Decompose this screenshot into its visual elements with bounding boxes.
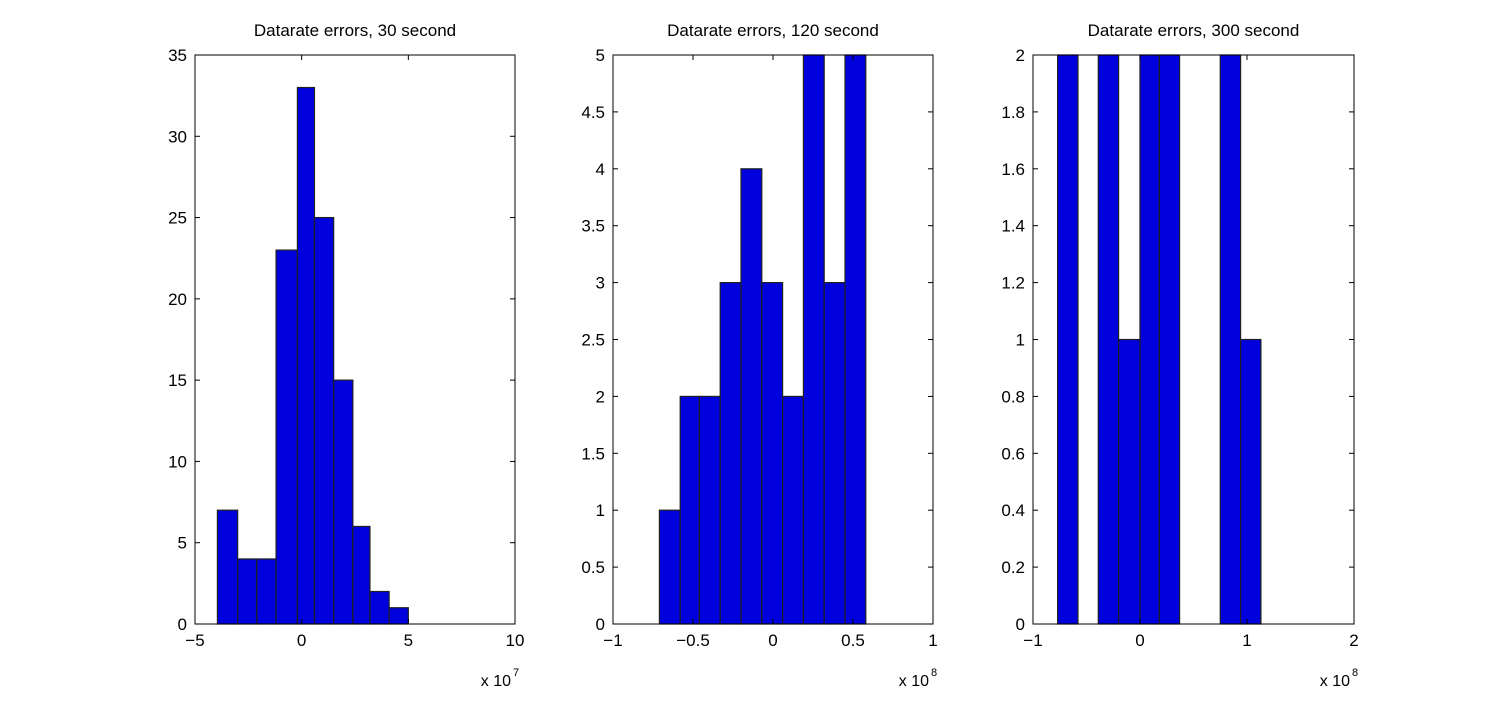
histogram-bar [679, 395, 701, 625]
y-tick-label: 1 [1016, 331, 1025, 350]
y-tick-label: 2.5 [581, 331, 605, 350]
y-tick-label: 5 [596, 46, 605, 65]
histogram-bar [313, 216, 335, 625]
y-tick-label: 10 [168, 452, 187, 471]
histogram-bar [719, 282, 742, 625]
histogram-bar [844, 54, 867, 625]
y-tick-label: 0.6 [1001, 444, 1025, 463]
y-tick-label: 0.8 [1001, 387, 1025, 406]
axes-frame [1032, 54, 1355, 625]
y-tick-label: 0.5 [581, 558, 605, 577]
chart-title: Datarate errors, 30 second [254, 21, 456, 40]
chart-title: Datarate errors, 120 second [667, 21, 879, 40]
y-tick-label: 1.8 [1001, 103, 1025, 122]
histogram-bar [237, 558, 258, 625]
x-tick-label: 0 [297, 631, 306, 650]
histogram-bar [216, 509, 239, 625]
axes-frame [194, 54, 516, 625]
x-tick-label: −1 [1023, 631, 1042, 650]
histogram-bar [369, 590, 390, 625]
histogram-bar [1158, 54, 1181, 625]
y-tick-label: 1.2 [1001, 274, 1025, 293]
x-tick-label: 2 [1349, 631, 1358, 650]
y-tick-label: 0 [178, 615, 187, 634]
histogram-panel-2: 0 0.5 1 1.5 2 2.5 3 3.5 4 4.5 5 −1 −0.5 0 0.5 1 Datarate… [581, 21, 937, 690]
histogram-bar [256, 558, 277, 625]
x-multiplier-exponent: 7 [513, 667, 519, 679]
y-tick-label: 0.4 [1001, 501, 1025, 520]
histogram-bar [333, 379, 354, 625]
histogram-bar [1057, 54, 1079, 625]
histogram-bar [698, 395, 721, 625]
histogram-bar [1239, 338, 1262, 625]
x-tick-label: −1 [603, 631, 622, 650]
histogram-bar [1117, 338, 1141, 625]
histogram-panel-3: 00.20.40.60.811.21.41.61.82−1 0 1 2Datarate… [1001, 21, 1358, 690]
x-tick-label: 1 [1242, 631, 1251, 650]
y-tick-label: 35 [168, 46, 187, 65]
histogram-bar [658, 509, 681, 625]
x-multiplier-exponent: 8 [931, 667, 937, 679]
x-multiplier-exponent: 8 [1352, 667, 1358, 679]
x-tick-label: 10 [506, 631, 525, 650]
histogram-bar [823, 282, 846, 625]
histogram-bar [296, 86, 316, 625]
y-tick-label: 4 [596, 160, 605, 179]
y-tick-label: 1.5 [581, 444, 605, 463]
y-tick-label: 30 [168, 127, 187, 146]
y-tick-label: 0 [1016, 615, 1025, 634]
y-tick-label: 5 [178, 534, 187, 553]
histogram-bar [352, 525, 371, 625]
histogram-bar [802, 54, 825, 625]
y-tick-label: 20 [168, 290, 187, 309]
y-tick-label: 1.6 [1001, 160, 1025, 179]
histogram-bar [781, 395, 804, 625]
y-tick-label: 0 [596, 615, 605, 634]
y-tick-label: 2 [596, 387, 605, 406]
x-tick-label: 5 [404, 631, 413, 650]
x-multiplier-label: x 10 [481, 673, 511, 690]
y-tick-label: 25 [168, 209, 187, 228]
x-multiplier-label: x 10 [899, 673, 929, 690]
y-tick-label: 1.4 [1001, 217, 1025, 236]
chart-title: Datarate errors, 300 second [1088, 21, 1300, 40]
y-tick-label: 0.2 [1001, 558, 1025, 577]
y-tick-label: 4.5 [581, 103, 605, 122]
y-tick-label: 1 [596, 501, 605, 520]
x-tick-label: 0 [768, 631, 777, 650]
x-tick-label: 0 [1135, 631, 1144, 650]
x-tick-label: 1 [928, 631, 937, 650]
y-tick-label: 3 [596, 274, 605, 293]
x-tick-label: 0.5 [841, 631, 865, 650]
x-tick-label: −5 [185, 631, 204, 650]
histogram-bar [1219, 54, 1242, 625]
histogram-bar [740, 168, 763, 625]
y-tick-label: 3.5 [581, 217, 605, 236]
x-multiplier-label: x 10 [1320, 673, 1350, 690]
y-tick-label: 2 [1016, 46, 1025, 65]
histogram-bar [388, 607, 409, 625]
x-tick-label: −0.5 [676, 631, 710, 650]
histogram-bar [1139, 54, 1160, 625]
histogram-bar [761, 282, 784, 625]
histogram-bar [275, 249, 299, 625]
y-tick-label: 15 [168, 371, 187, 390]
histogram-bar [1097, 54, 1120, 625]
